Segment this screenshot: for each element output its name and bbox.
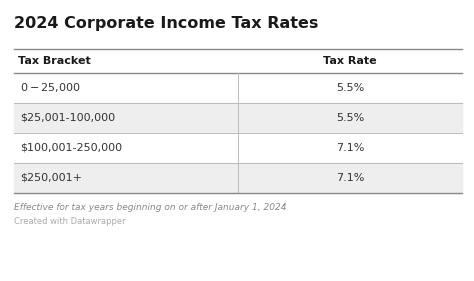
Text: Tax Rate: Tax Rate — [323, 56, 377, 66]
Text: 7.1%: 7.1% — [336, 143, 364, 153]
Bar — [14, 133, 462, 163]
Text: Effective for tax years beginning on or after January 1, 2024: Effective for tax years beginning on or … — [14, 203, 286, 212]
Text: Tax Bracket: Tax Bracket — [18, 56, 91, 66]
Text: 5.5%: 5.5% — [336, 83, 364, 93]
Text: 7.1%: 7.1% — [336, 173, 364, 183]
Bar — [14, 163, 462, 193]
Bar — [14, 73, 462, 103]
Text: 2024 Corporate Income Tax Rates: 2024 Corporate Income Tax Rates — [14, 16, 319, 31]
Text: 5.5%: 5.5% — [336, 113, 364, 123]
Text: $100,001-250,000: $100,001-250,000 — [20, 143, 122, 153]
Bar — [14, 103, 462, 133]
Text: $0-$25,000: $0-$25,000 — [20, 81, 81, 94]
Text: $250,001+: $250,001+ — [20, 173, 82, 183]
Text: $25,001-100,000: $25,001-100,000 — [20, 113, 115, 123]
Text: Created with Datawrapper: Created with Datawrapper — [14, 217, 126, 226]
Bar — [14, 49, 462, 73]
